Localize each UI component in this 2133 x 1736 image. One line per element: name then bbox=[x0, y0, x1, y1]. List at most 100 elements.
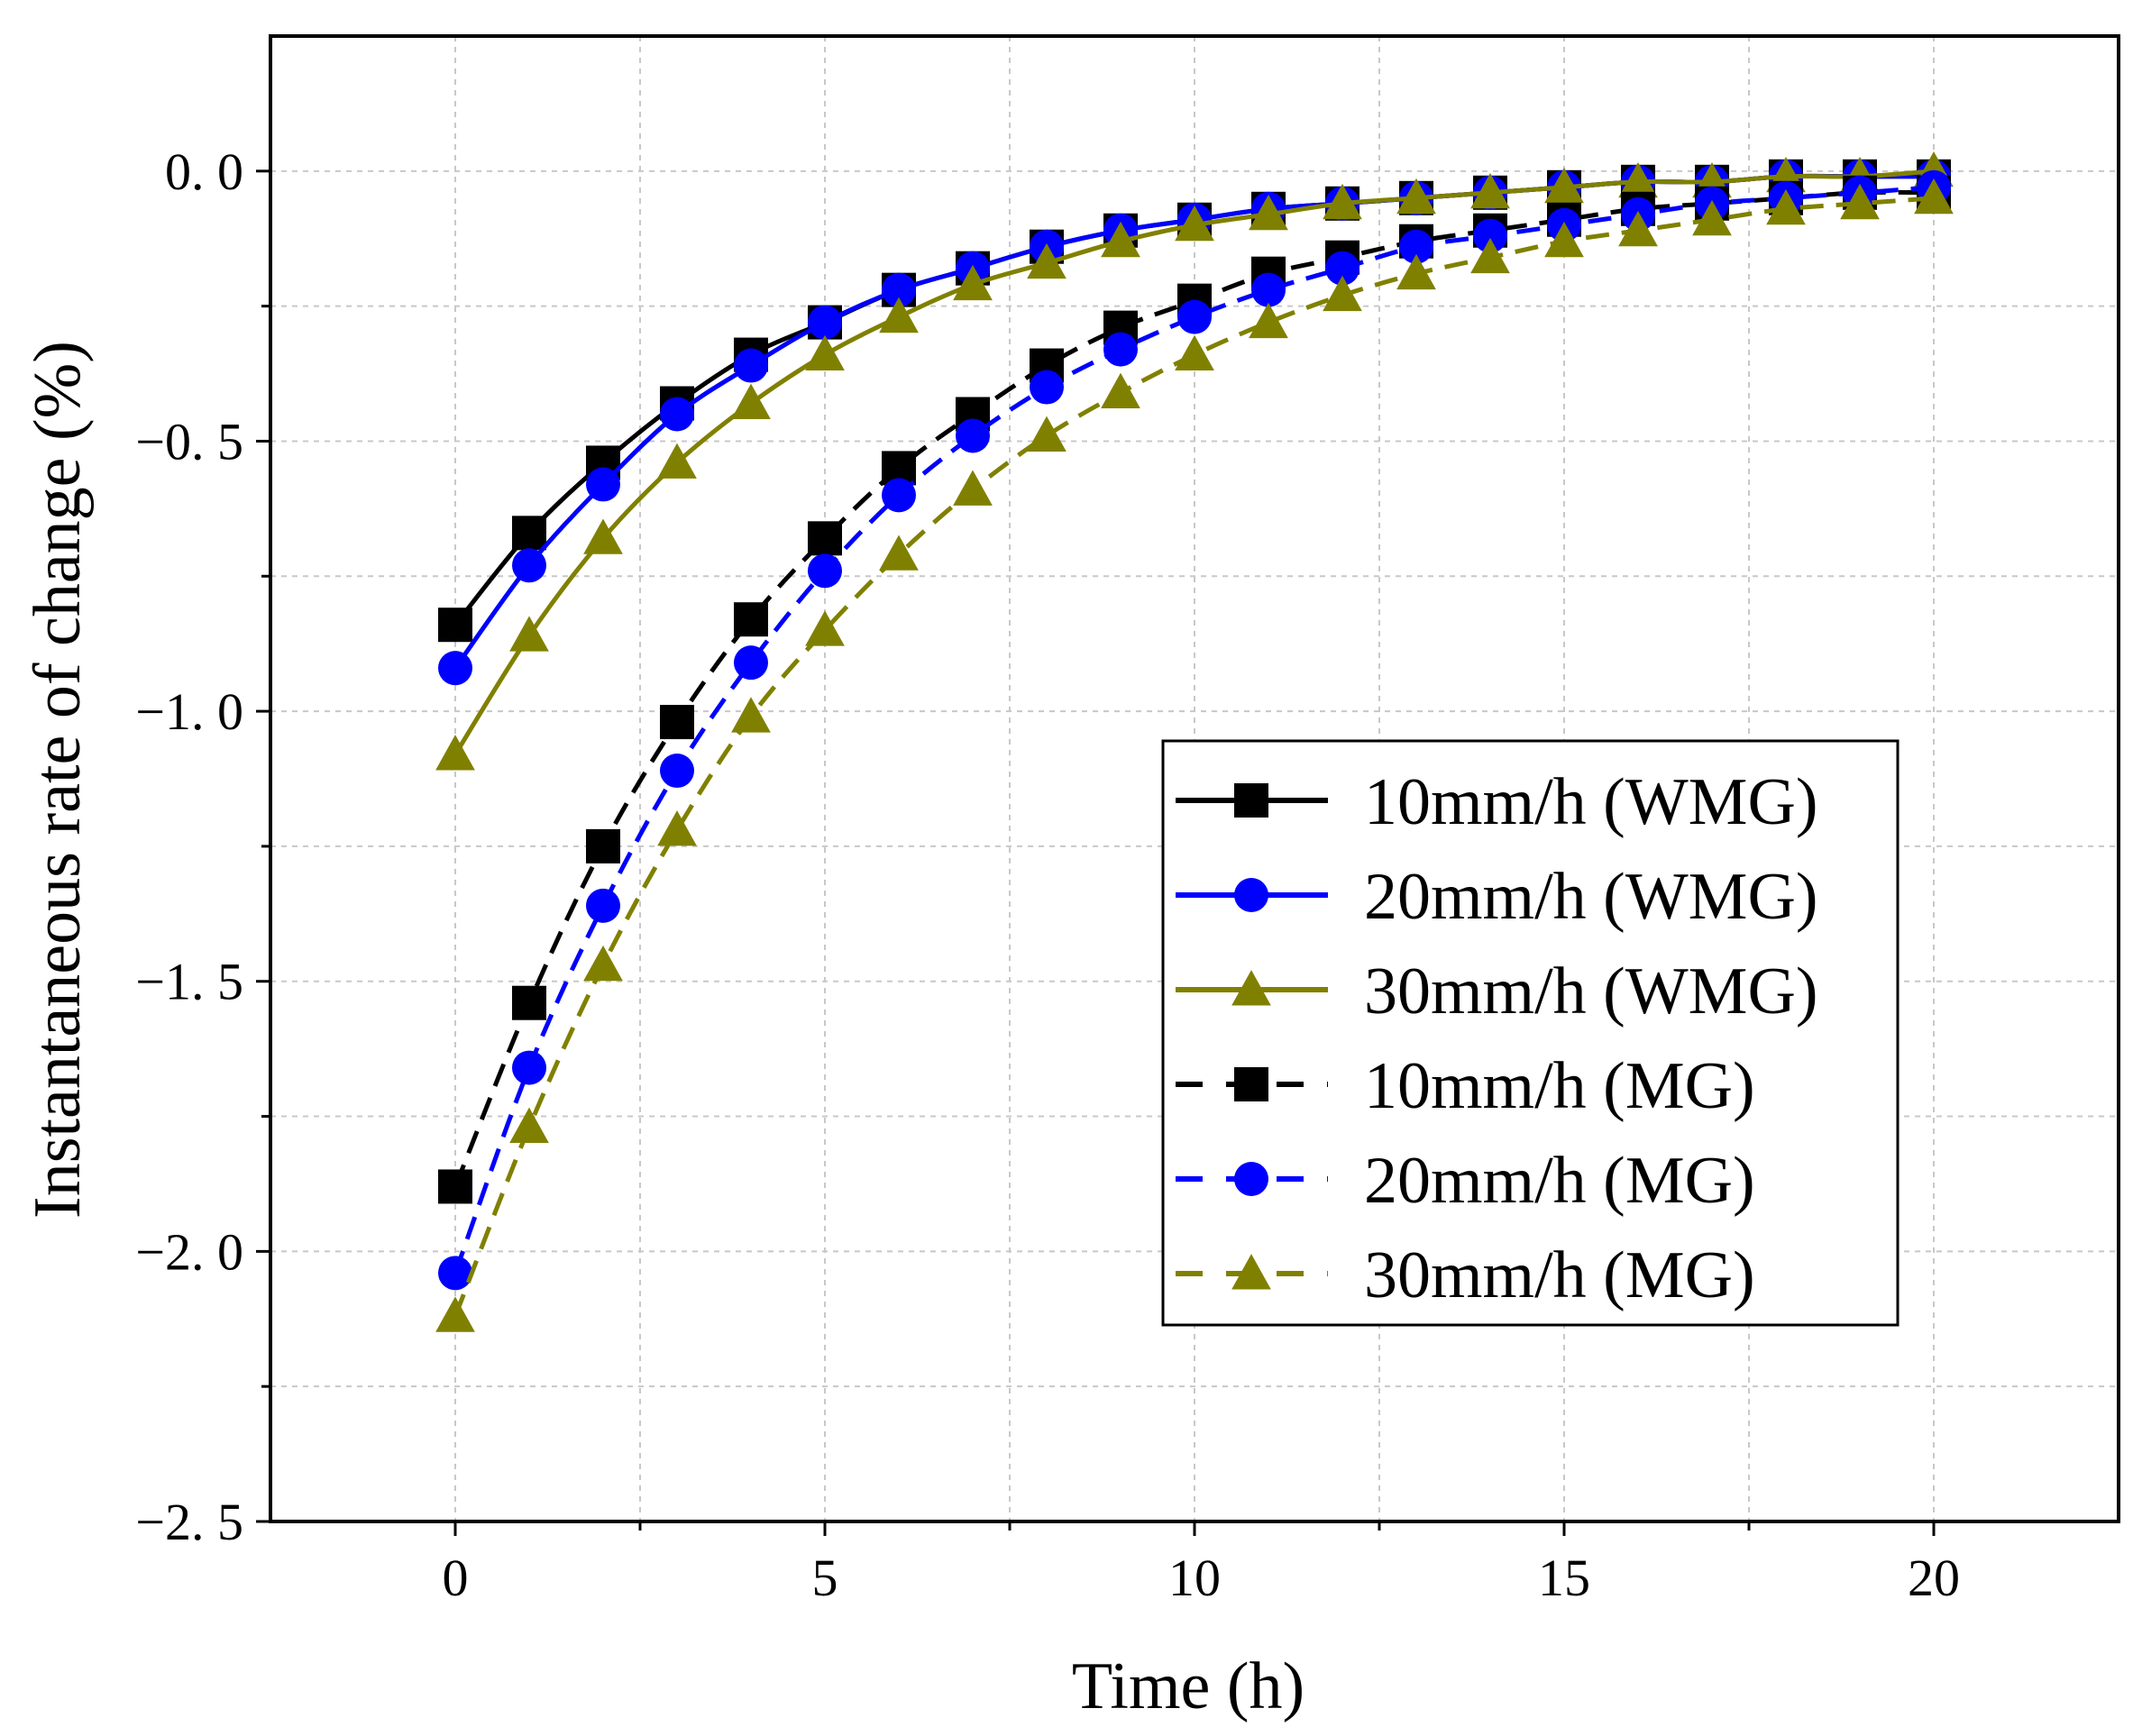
data-point bbox=[1249, 302, 1288, 339]
data-point bbox=[512, 548, 546, 583]
legend-item: 10mm/h (MG) bbox=[1176, 1049, 1755, 1123]
data-point bbox=[1396, 178, 1436, 215]
data-point bbox=[583, 945, 623, 982]
legend-marker bbox=[1231, 1254, 1271, 1290]
data-point bbox=[583, 518, 623, 554]
legend-label: 10mm/h (MG) bbox=[1364, 1049, 1755, 1123]
data-point bbox=[586, 467, 620, 502]
y-tick-label: −1. 0 bbox=[135, 682, 243, 741]
data-point bbox=[438, 608, 472, 643]
x-tick-label: 10 bbox=[1168, 1549, 1221, 1607]
data-point bbox=[660, 754, 694, 789]
data-point bbox=[1914, 178, 1954, 215]
legend-label: 20mm/h (MG) bbox=[1364, 1144, 1755, 1218]
data-point bbox=[808, 305, 842, 340]
legend-item: 10mm/h (WMG) bbox=[1176, 765, 1818, 839]
data-point bbox=[1618, 210, 1658, 247]
y-tick-label: 0. 0 bbox=[165, 142, 243, 201]
data-point bbox=[1027, 416, 1066, 452]
data-point bbox=[808, 521, 842, 556]
data-point bbox=[734, 348, 768, 383]
data-point bbox=[879, 297, 919, 333]
x-tick-label: 20 bbox=[1908, 1549, 1960, 1607]
data-point bbox=[882, 272, 916, 307]
legend-item: 20mm/h (WMG) bbox=[1176, 860, 1818, 934]
data-point bbox=[509, 1107, 549, 1144]
data-point bbox=[435, 1296, 475, 1332]
x-axis-title: Time (h) bbox=[1072, 1649, 1305, 1723]
data-point bbox=[1251, 272, 1286, 307]
series-20mm-h-mg- bbox=[438, 169, 1951, 1291]
y-tick-label: −2. 0 bbox=[135, 1222, 243, 1281]
data-point bbox=[586, 888, 620, 923]
data-point bbox=[734, 602, 768, 637]
data-point bbox=[657, 810, 697, 846]
data-point bbox=[1618, 161, 1658, 198]
y-tick-label: −2. 5 bbox=[135, 1493, 243, 1551]
series-30mm-h-mg- bbox=[435, 178, 1954, 1332]
data-point bbox=[731, 697, 771, 733]
data-point bbox=[509, 616, 549, 652]
data-point bbox=[956, 418, 990, 453]
data-point bbox=[1323, 183, 1362, 220]
data-point bbox=[1544, 221, 1584, 258]
data-point bbox=[1840, 183, 1880, 220]
data-point bbox=[438, 1256, 472, 1291]
series-layer bbox=[435, 151, 1954, 1332]
data-point bbox=[1692, 199, 1732, 236]
data-point bbox=[1101, 372, 1140, 408]
data-point bbox=[660, 705, 694, 740]
legend-marker bbox=[1234, 1067, 1268, 1101]
legend-marker bbox=[1234, 878, 1268, 912]
legend-marker bbox=[1234, 783, 1268, 818]
data-point bbox=[882, 478, 916, 513]
data-point bbox=[438, 651, 472, 686]
data-point bbox=[512, 1050, 546, 1085]
legend-marker bbox=[1234, 1162, 1268, 1196]
legend-label: 10mm/h (WMG) bbox=[1364, 765, 1818, 839]
data-point bbox=[731, 383, 771, 419]
data-point bbox=[586, 828, 620, 863]
legend-label: 30mm/h (WMG) bbox=[1364, 955, 1818, 1028]
data-point bbox=[1470, 172, 1510, 209]
data-point bbox=[1325, 251, 1359, 286]
data-point bbox=[1396, 253, 1436, 290]
data-point bbox=[805, 334, 845, 371]
data-point bbox=[512, 985, 546, 1020]
data-point bbox=[879, 535, 919, 571]
data-point bbox=[1249, 194, 1288, 231]
y-tick-label: −0. 5 bbox=[135, 412, 243, 471]
data-point bbox=[1030, 370, 1064, 405]
legend-item: 30mm/h (MG) bbox=[1176, 1238, 1755, 1312]
data-point bbox=[1177, 299, 1212, 334]
data-point bbox=[1473, 218, 1507, 253]
legend-item: 20mm/h (MG) bbox=[1176, 1144, 1755, 1218]
data-point bbox=[1470, 237, 1510, 274]
data-point bbox=[1175, 334, 1214, 371]
legend-box bbox=[1161, 739, 1900, 1327]
y-axis-title: Instantaneous rate of change (%) bbox=[21, 341, 95, 1219]
x-tick-label: 15 bbox=[1538, 1549, 1590, 1607]
data-point bbox=[1027, 242, 1066, 279]
data-point bbox=[512, 516, 546, 551]
legend-item: 30mm/h (WMG) bbox=[1176, 955, 1818, 1028]
data-point bbox=[805, 610, 845, 646]
data-point bbox=[953, 470, 993, 506]
data-point bbox=[1323, 275, 1362, 312]
data-point bbox=[1101, 221, 1140, 258]
legend-label: 30mm/h (MG) bbox=[1364, 1238, 1755, 1312]
data-point bbox=[1399, 229, 1433, 264]
legend-label: 20mm/h (WMG) bbox=[1364, 860, 1818, 934]
x-tick-label: 0 bbox=[443, 1549, 469, 1607]
y-tick-label: −1. 5 bbox=[135, 953, 243, 1011]
data-point bbox=[660, 397, 694, 432]
data-point bbox=[1766, 188, 1806, 225]
axes: 0 5 10 15 20 0. 0 −0. 5 −1. 0 −1. 5 −2. 0 −2. 5 bbox=[135, 34, 2120, 1607]
data-point bbox=[734, 645, 768, 681]
data-point bbox=[1175, 205, 1214, 242]
legend-marker bbox=[1231, 970, 1271, 1006]
data-point bbox=[435, 735, 475, 771]
data-point bbox=[1544, 167, 1584, 204]
data-point bbox=[808, 553, 842, 589]
